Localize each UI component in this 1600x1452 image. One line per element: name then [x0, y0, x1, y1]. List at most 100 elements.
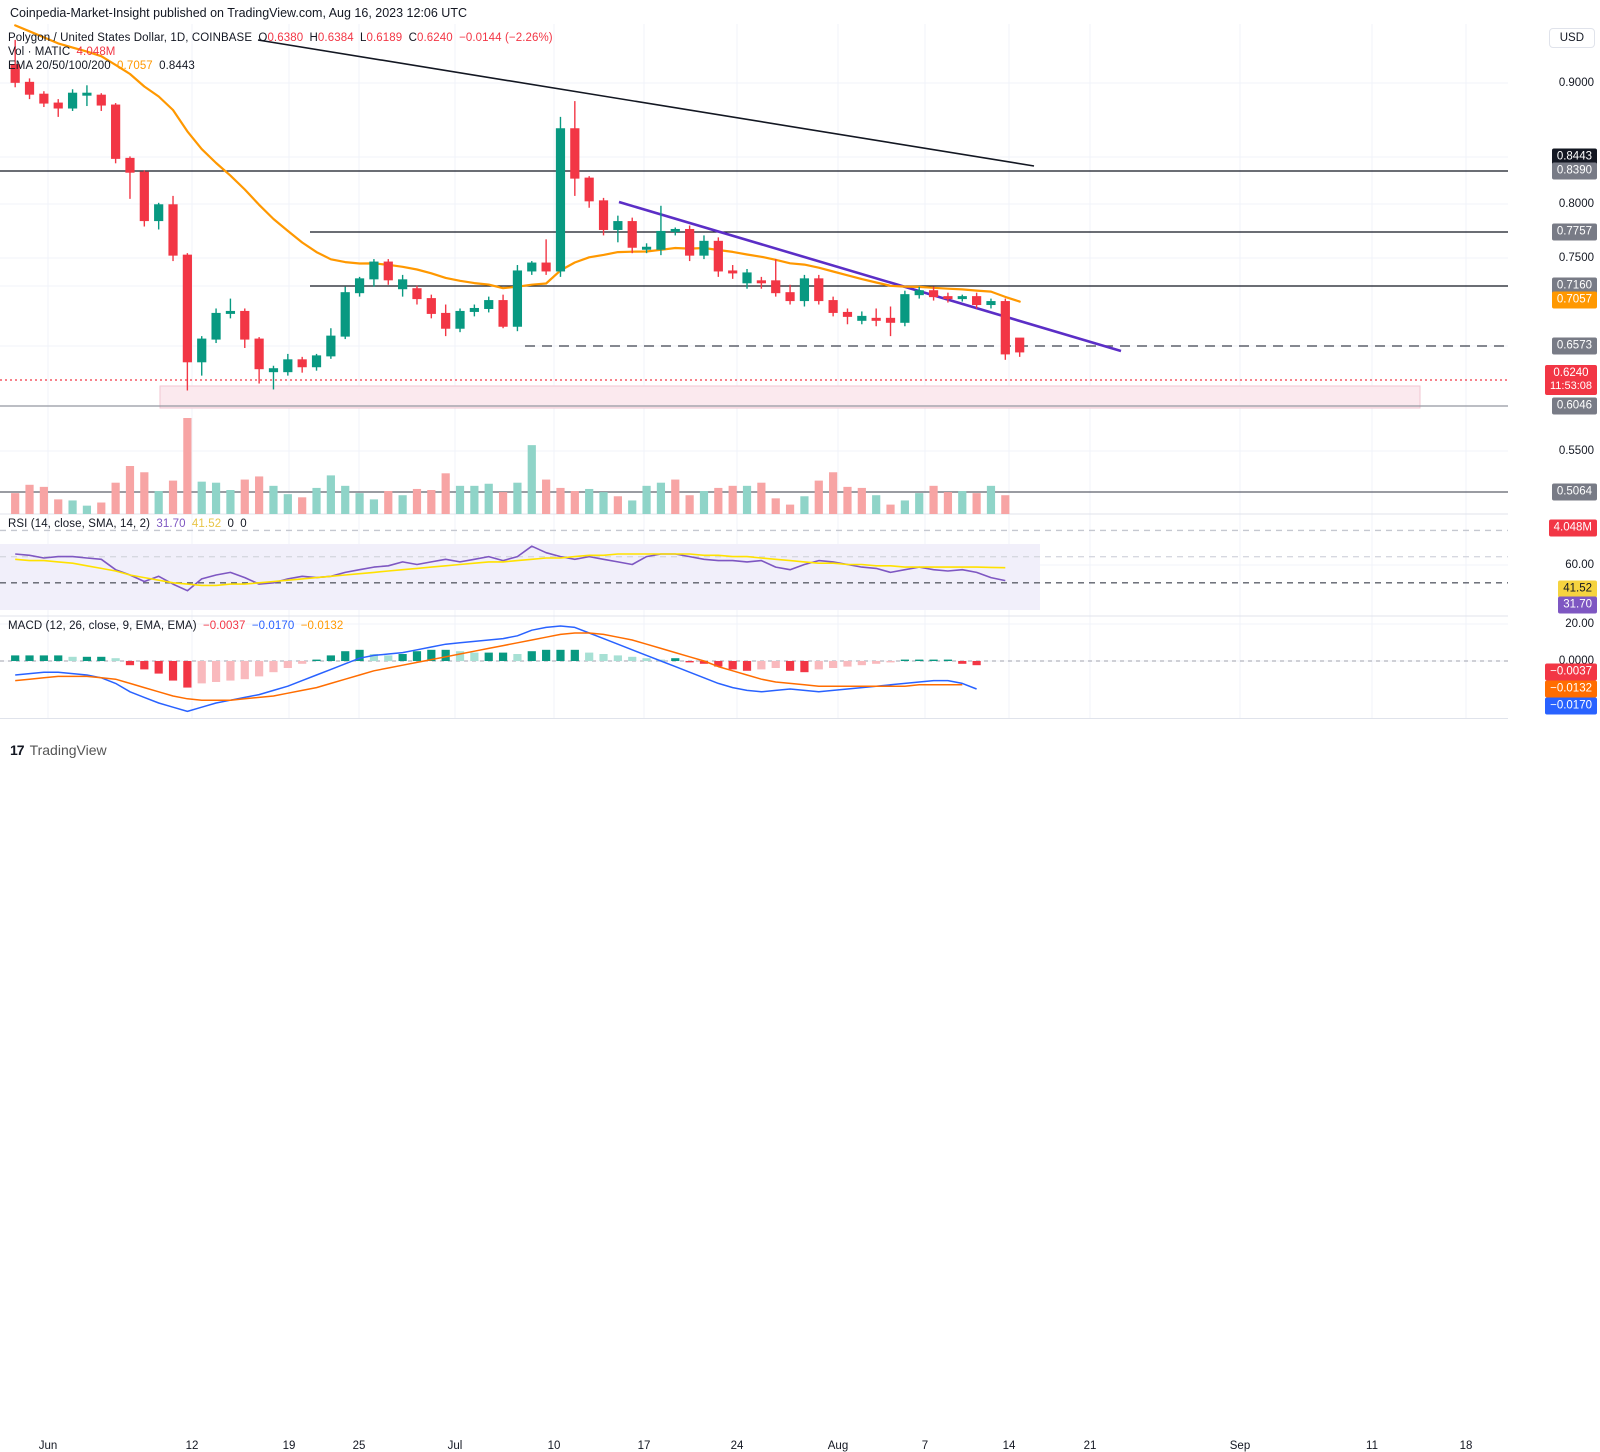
time-axis-tick: Jun [38, 1440, 58, 1452]
macd-histogram-bar [699, 661, 709, 664]
price-axis-label[interactable]: 0.6240 11:53:08 [1544, 365, 1597, 395]
candlestick [914, 290, 924, 296]
candlestick [641, 246, 652, 250]
price-axis-label[interactable]: 0.6046 [1551, 397, 1597, 415]
volume-bar [699, 491, 709, 514]
macd-hist-value: −0.0037 [202, 620, 246, 632]
macd-title: MACD (12, 26, close, 9, EMA, EMA) [8, 620, 197, 632]
volume-bar [82, 505, 92, 514]
volume-bar [900, 500, 909, 514]
macd-histogram-bar [183, 661, 192, 688]
candlestick [240, 310, 250, 340]
price-axis-tick: 0.5500 [1558, 445, 1594, 457]
candlestick [828, 300, 838, 313]
candlestick [842, 311, 853, 317]
candlestick [197, 338, 207, 363]
macd-histogram-bar [283, 661, 292, 668]
price-axis-tick: 0.7500 [1558, 252, 1594, 264]
candlestick [957, 296, 967, 300]
macd-histogram-bar [140, 661, 149, 670]
candlestick [225, 310, 236, 314]
macd-histogram-bar [312, 659, 321, 661]
ema-title: EMA 20/50/100/200 [8, 60, 111, 72]
candlestick [96, 94, 106, 106]
time-axis-tick: 21 [1083, 1440, 1097, 1452]
price-axis-label[interactable]: 0.8443 [1551, 148, 1597, 166]
macd-histogram-bar [542, 649, 551, 661]
price-axis-label[interactable]: 0.7160 [1551, 277, 1597, 295]
price-axis-label[interactable]: 31.70 [1558, 596, 1597, 614]
volume-bar [513, 482, 522, 514]
macd-histogram-bar [25, 655, 34, 661]
candlestick [555, 128, 566, 272]
price-axis-label[interactable]: 0.7057 [1551, 291, 1597, 309]
macd-histogram-bar [384, 655, 393, 661]
macd-histogram-bar [585, 652, 594, 661]
rsi-title: RSI (14, close, SMA, 14, 2) [8, 518, 151, 530]
volume-bar [972, 493, 981, 514]
macd-histogram-bar [915, 659, 924, 661]
candlestick [67, 92, 78, 109]
price-axis-label[interactable]: 4.048M [1548, 519, 1597, 537]
volume-bar [757, 482, 766, 514]
ohlc-c-value: 0.6240 [416, 32, 453, 44]
price-axis-label[interactable]: −0.0170 [1545, 697, 1597, 715]
volume-bar [427, 490, 436, 514]
macd-histogram-bar [484, 652, 493, 661]
volume-bar [599, 492, 608, 514]
candlestick [441, 312, 451, 329]
volume-bar [125, 466, 135, 514]
volume-bar [728, 485, 737, 514]
candlestick [369, 261, 379, 280]
time-axis-tick: 25 [352, 1440, 366, 1452]
macd-histogram-bar [498, 652, 508, 661]
price-axis[interactable]: USD 0.9000 0.8000 0.7500 0.5500 60.00 20.00 0.… [1508, 24, 1600, 718]
volume-bar [398, 495, 407, 514]
macd-histogram-bar [398, 654, 407, 661]
volume-bar [154, 491, 163, 514]
price-axis-label[interactable]: −0.0132 [1545, 680, 1597, 698]
macd-histogram-bar [972, 661, 981, 666]
volume-bar [441, 473, 450, 514]
volume-bar [642, 485, 651, 514]
candlestick [885, 317, 896, 323]
macd-histogram-bar [341, 651, 350, 661]
price-axis-label[interactable]: 0.5064 [1551, 483, 1597, 501]
candlestick [570, 128, 580, 179]
price-axis-label[interactable]: 0.8390 [1551, 162, 1597, 180]
volume-bar [943, 492, 953, 514]
time-axis[interactable]: Jun 12 19 25 Jul 10 17 24 Aug 7 14 21 Sep 11 18 [0, 718, 1600, 1452]
volume-bar [714, 487, 723, 514]
price-axis-label[interactable]: 0.6573 [1551, 337, 1597, 355]
price-axis-tick: 0.9000 [1558, 77, 1594, 89]
price-axis-label[interactable]: 41.52 [1558, 580, 1597, 598]
volume-bar [958, 491, 967, 514]
macd-histogram-bar [369, 654, 379, 661]
volume-bar [628, 500, 637, 514]
ema-slow-value: 0.8443 [159, 60, 195, 72]
volume-bar [685, 495, 694, 514]
candlestick [656, 230, 666, 250]
price-axis-tick: 0.8000 [1558, 198, 1594, 210]
candlestick [182, 254, 192, 363]
currency-badge[interactable]: USD [1548, 28, 1595, 48]
macd-histogram-bar [326, 655, 335, 661]
candlestick [39, 93, 49, 104]
candlestick [814, 278, 824, 302]
macd-histogram-bar [513, 654, 522, 661]
candlestick [82, 92, 92, 96]
volume-bar [829, 472, 838, 514]
macd-histogram-bar [427, 649, 436, 661]
legend-volume: Vol · MATIC 4.048M [8, 46, 116, 58]
candlestick [785, 292, 795, 302]
candlestick [742, 272, 752, 284]
price-axis-label[interactable]: −0.0037 [1545, 663, 1597, 681]
volume-bar [412, 488, 422, 514]
volume-bar [140, 472, 149, 514]
candlestick [928, 290, 939, 298]
candlestick [469, 307, 479, 312]
price-axis-label[interactable]: 0.7757 [1551, 223, 1597, 241]
volume-bar [39, 486, 48, 514]
volume-bar [183, 418, 192, 514]
candlestick [168, 204, 178, 256]
